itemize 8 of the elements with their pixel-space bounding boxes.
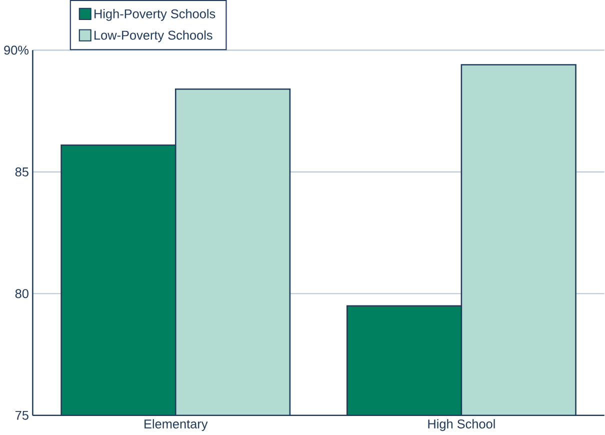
y-tick-label: 75 <box>15 411 28 420</box>
y-tick-label: 85 <box>15 168 28 177</box>
x-tick-label: High School <box>428 419 495 432</box>
y-tick-label: 80 <box>15 289 28 298</box>
legend-label: High-Poverty Schools <box>94 9 216 22</box>
legend-label: Low-Poverty Schools <box>94 30 212 42</box>
y-tick-label: 90% <box>4 46 29 55</box>
x-tick-label: Elementary <box>144 419 208 432</box>
